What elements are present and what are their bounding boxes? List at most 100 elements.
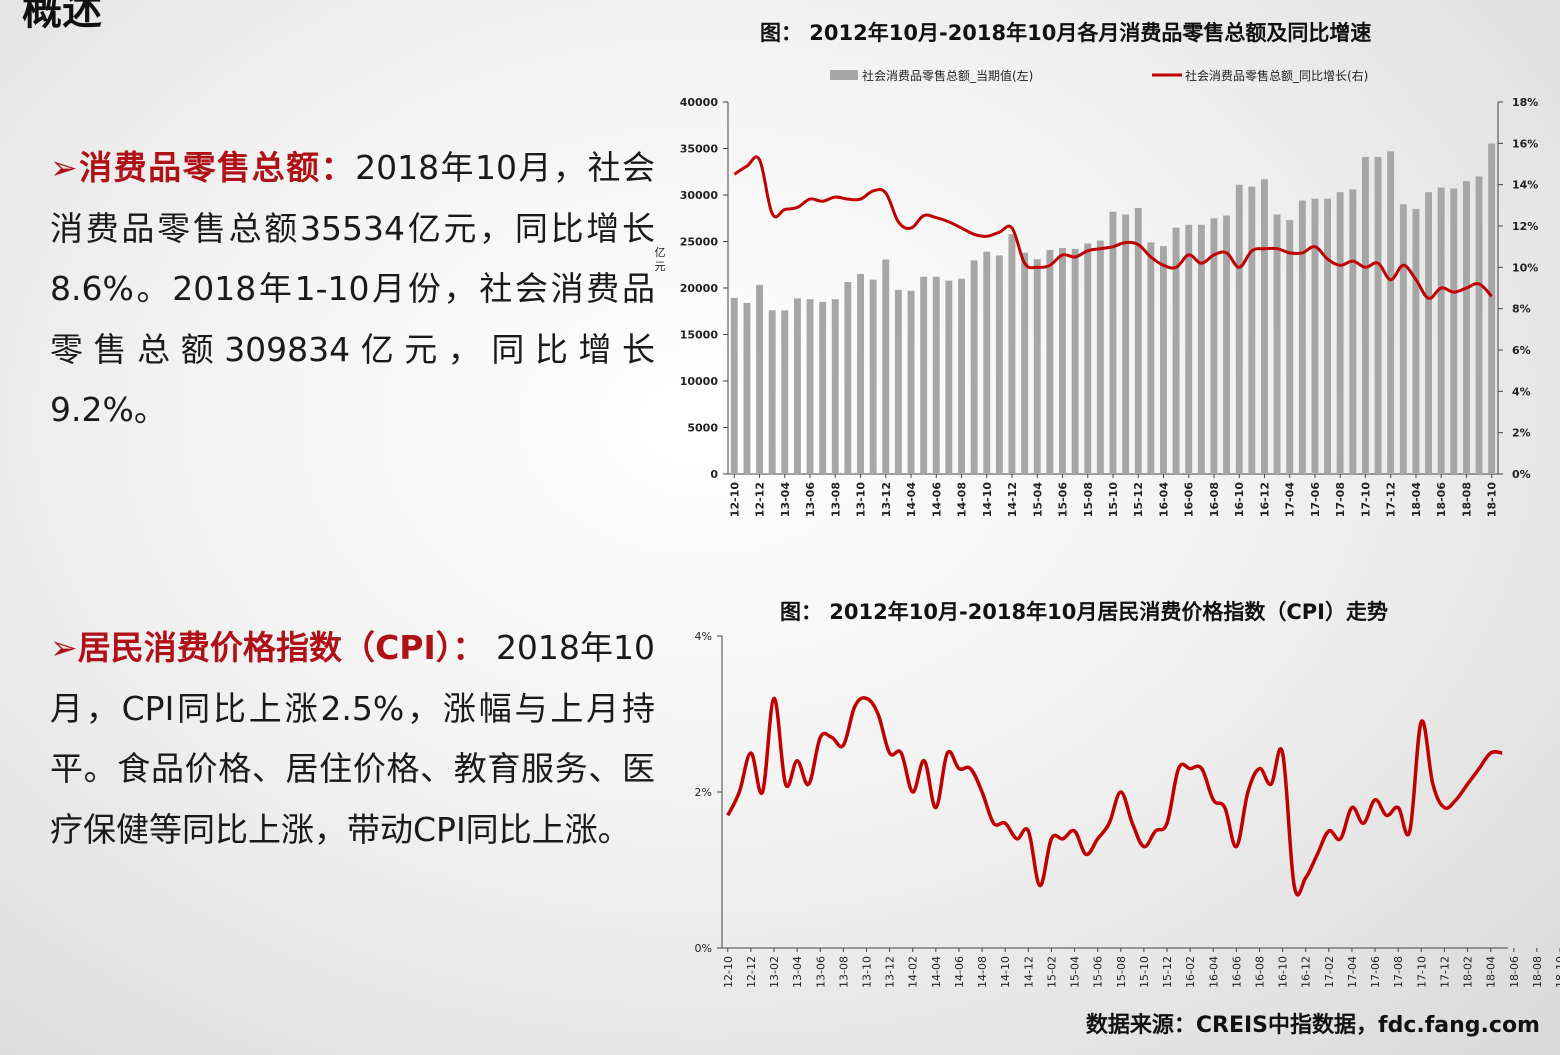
sales-bar — [1210, 218, 1218, 475]
cpi-x-tick-label: 14-08 — [976, 956, 989, 988]
cpi-x-tick-label: 16-04 — [1207, 956, 1220, 988]
x-tick-label: 15-04 — [1031, 482, 1044, 518]
sales-bar — [970, 260, 978, 474]
x-tick-label: 13-08 — [829, 482, 842, 517]
right-tick-label: 18% — [1512, 96, 1538, 109]
x-tick-label: 14-10 — [981, 482, 994, 518]
sales-bar — [1387, 151, 1395, 475]
x-tick-label: 15-10 — [1107, 482, 1120, 518]
cpi-x-tick-label: 17-06 — [1369, 956, 1382, 988]
cpi-x-tick-label: 13-06 — [814, 956, 827, 988]
x-tick-label: 13-06 — [804, 482, 817, 518]
sales-bar — [1172, 227, 1180, 474]
sales-bar — [1286, 220, 1294, 474]
sales-bar — [1084, 243, 1092, 474]
sales-bar — [1475, 176, 1483, 474]
right-tick-label: 10% — [1512, 261, 1538, 274]
x-tick-label: 18-06 — [1435, 482, 1448, 518]
sales-bar — [831, 299, 839, 474]
sales-bar — [768, 310, 776, 474]
sales-bar — [1134, 208, 1142, 474]
x-tick-label: 17-08 — [1334, 482, 1347, 517]
x-tick-label: 12-10 — [728, 482, 741, 518]
x-tick-label: 12-12 — [754, 482, 767, 517]
retail-sales-lead: 消费品零售总额： — [77, 148, 356, 187]
sales-bar — [819, 301, 827, 474]
sales-bar — [983, 251, 991, 474]
sales-bar — [995, 255, 1003, 474]
cpi-paragraph: ➢居民消费价格指数（CPI）： 2018年10月，CPI同比上涨2.5%，涨幅与… — [50, 618, 655, 860]
x-tick-label: 15-06 — [1057, 482, 1070, 518]
cpi-x-tick-label: 15-08 — [1115, 956, 1128, 988]
left-tick-label: 0 — [710, 468, 718, 481]
right-tick-label: 6% — [1512, 344, 1531, 357]
sales-bar — [907, 290, 915, 474]
cpi-x-tick-label: 13-02 — [768, 956, 781, 988]
cpi-x-tick-label: 14-04 — [930, 956, 943, 988]
x-tick-label: 15-08 — [1082, 482, 1095, 517]
x-tick-label: 17-06 — [1309, 482, 1322, 518]
right-tick-label: 4% — [1512, 385, 1531, 398]
sales-bar — [794, 298, 801, 474]
sales-bar — [1223, 215, 1230, 474]
sales-bar — [1033, 259, 1041, 474]
cpi-x-tick-label: 15-02 — [1045, 956, 1058, 988]
cpi-x-tick-label: 17-04 — [1346, 956, 1359, 988]
sales-bar — [844, 282, 852, 474]
x-tick-label: 16-12 — [1258, 482, 1271, 517]
sales-bar — [882, 259, 890, 474]
sales-bar — [1488, 143, 1496, 474]
x-tick-label: 17-04 — [1284, 482, 1297, 518]
sales-bar — [920, 276, 928, 474]
cpi-x-tick-label: 17-12 — [1438, 956, 1451, 988]
cpi-x-tick-label: 18-04 — [1485, 956, 1498, 988]
sales-bar — [1311, 198, 1319, 474]
right-tick-label: 8% — [1512, 303, 1531, 316]
sales-bar — [1147, 242, 1155, 474]
sales-bar — [1096, 240, 1104, 474]
sales-bar — [730, 297, 738, 474]
x-tick-label: 16-10 — [1233, 482, 1246, 518]
cpi-x-tick-label: 14-12 — [1022, 956, 1035, 988]
x-tick-label: 16-04 — [1157, 482, 1170, 518]
x-tick-label: 14-08 — [956, 482, 969, 517]
sales-bar — [1425, 192, 1432, 474]
cpi-x-tick-label: 18-08 — [1531, 956, 1544, 988]
cpi-x-tick-label: 15-04 — [1069, 956, 1082, 988]
data-source-note: 数据来源：CREIS中指数据，fdc.fang.com — [1085, 1013, 1540, 1038]
y-axis-label: 亿 — [655, 246, 666, 259]
cpi-y-tick-label: 4% — [695, 630, 712, 643]
cpi-x-tick-label: 18-06 — [1508, 956, 1521, 988]
cpi-body: 2018年10月，CPI同比上涨2.5%，涨幅与上月持平。食品价格、居住价格、教… — [50, 628, 655, 849]
cpi-lead: 居民消费价格指数（CPI）： — [77, 628, 486, 667]
right-tick-label: 16% — [1512, 137, 1538, 150]
cpi-x-tick-label: 15-10 — [1138, 956, 1151, 988]
cpi-x-tick-label: 13-12 — [884, 956, 897, 988]
sales-bar — [1059, 248, 1066, 474]
x-tick-label: 18-10 — [1486, 482, 1499, 518]
cpi-x-tick-label: 12-10 — [722, 956, 735, 988]
sales-bar — [1463, 181, 1470, 474]
y-axis-label: 元 — [655, 260, 666, 273]
sales-bar — [756, 284, 763, 474]
bullet-arrow-icon: ➢ — [50, 148, 78, 187]
x-tick-label: 15-12 — [1132, 482, 1145, 517]
cpi-x-tick-label: 14-10 — [999, 956, 1012, 988]
sales-bar — [1412, 208, 1420, 474]
sales-bar — [1273, 214, 1281, 474]
cpi-x-tick-label: 13-04 — [791, 956, 804, 988]
right-tick-label: 0% — [1512, 468, 1531, 481]
sales-bar — [958, 278, 965, 474]
x-tick-label: 16-08 — [1208, 482, 1221, 517]
x-tick-label: 17-10 — [1359, 482, 1372, 518]
left-tick-label: 25000 — [680, 236, 719, 249]
cpi-x-tick-label: 16-12 — [1300, 956, 1313, 988]
sales-bar — [1336, 192, 1344, 474]
x-tick-label: 13-10 — [855, 482, 868, 518]
right-tick-label: 12% — [1512, 220, 1538, 233]
sales-bar — [894, 289, 902, 474]
sales-bar — [857, 274, 864, 474]
left-tick-label: 30000 — [680, 189, 719, 202]
sales-bar — [1324, 198, 1331, 474]
